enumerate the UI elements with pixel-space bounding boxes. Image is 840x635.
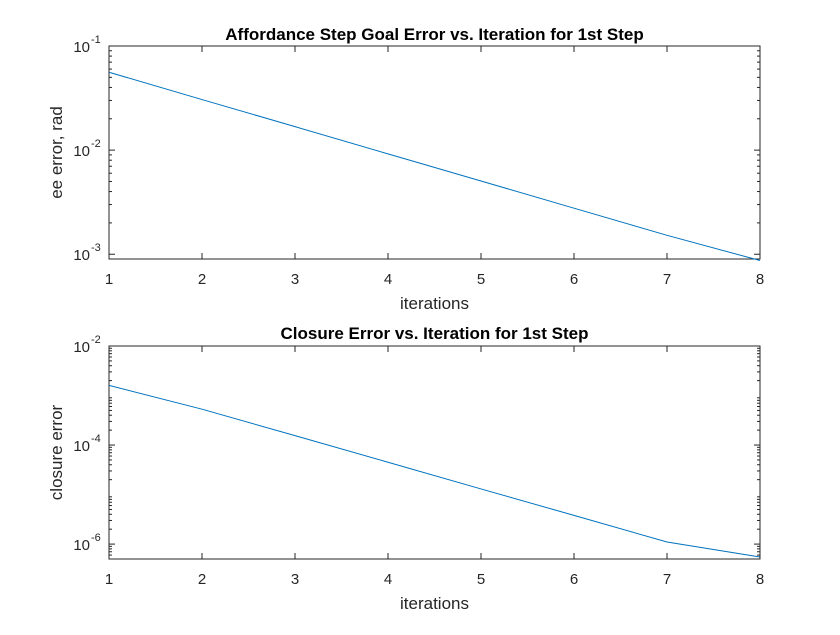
x-tick-label: 2 [198, 571, 206, 588]
x-tick-label: 1 [105, 271, 113, 288]
x-tick-label: 5 [477, 571, 485, 588]
x-tick-label: 4 [384, 271, 392, 288]
y-tick-exponent: -6 [91, 532, 101, 544]
x-axis-label: iterations [400, 294, 469, 313]
chart-title: Affordance Step Goal Error vs. Iteration… [225, 25, 643, 44]
y-axis-label: closure error [47, 404, 66, 500]
y-tick-exponent: -4 [91, 433, 101, 445]
x-tick-label: 6 [570, 571, 578, 588]
y-tick-exponent: -3 [91, 242, 101, 254]
x-tick-label: 3 [291, 271, 299, 288]
axes-box [108, 345, 761, 560]
x-tick-label: 4 [384, 571, 392, 588]
y-axis-ticks: 10-310-210-1 [73, 34, 760, 264]
data-line [108, 384, 761, 558]
data-line [108, 71, 761, 262]
y-tick-exponent: -2 [91, 334, 101, 346]
y-tick-label: 10 [73, 143, 90, 160]
x-tick-label: 6 [570, 271, 578, 288]
y-axis-label: ee error, rad [47, 106, 66, 199]
chart-marks [108, 71, 761, 262]
x-tick-label: 2 [198, 271, 206, 288]
y-tick-label: 10 [73, 438, 90, 455]
chart-title: Closure Error vs. Iteration for 1st Step [281, 324, 589, 343]
y-tick-label: 10 [73, 339, 90, 356]
x-tick-label: 7 [663, 271, 671, 288]
x-axis-label: iterations [400, 594, 469, 613]
y-tick-label: 10 [73, 39, 90, 56]
x-tick-label: 3 [291, 571, 299, 588]
x-tick-label: 1 [105, 571, 113, 588]
x-tick-label: 8 [756, 271, 764, 288]
y-tick-exponent: -1 [91, 34, 101, 46]
x-axis-ticks: 1 2 3 4 5 6 7 8 [105, 346, 764, 588]
chart-marks [108, 384, 761, 558]
y-tick-label: 10 [73, 247, 90, 264]
x-axis-ticks: 1 2 3 4 5 6 7 8 [105, 46, 764, 288]
axes-box [108, 45, 761, 260]
x-tick-label: 7 [663, 571, 671, 588]
x-tick-label: 5 [477, 271, 485, 288]
y-tick-exponent: -2 [91, 138, 101, 150]
x-tick-label: 8 [756, 571, 764, 588]
y-tick-label: 10 [73, 537, 90, 554]
y-axis-ticks: 10-610-410-2 [73, 334, 760, 560]
